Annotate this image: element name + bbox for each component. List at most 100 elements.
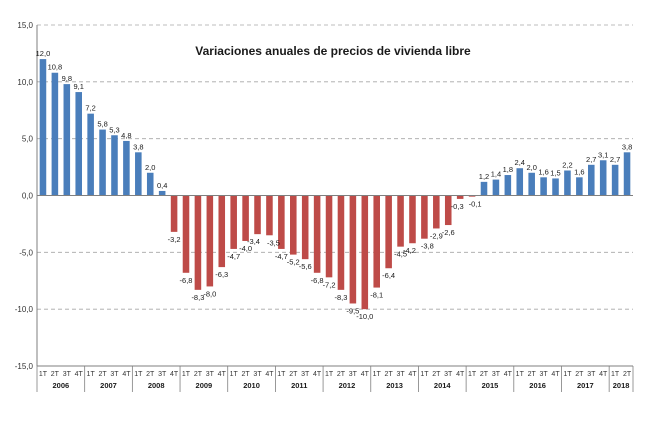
x-tick-label: 2T [528,371,537,378]
data-label: -0,1 [469,200,482,209]
y-tick-label: -15,0 [15,362,34,371]
bar [337,195,345,290]
bar [397,195,404,247]
year-label: 2014 [434,381,452,390]
x-tick-label: 2T [337,371,346,378]
x-tick-label: 2T [146,371,155,378]
bar [111,135,118,196]
data-label: -5,6 [299,262,312,271]
data-label: -5,2 [287,258,300,267]
data-label: -3,2 [168,235,181,244]
x-tick-label: 3T [110,371,119,378]
bar [409,195,416,244]
data-label: -9,5 [346,306,359,315]
bar [230,195,237,249]
data-label: -4,0 [239,244,252,253]
y-tick-label: -10,0 [15,305,34,314]
year-label: 2017 [577,381,594,390]
data-label: -6,4 [382,271,395,280]
bar [444,195,452,226]
bar [206,195,214,287]
bar [528,172,535,196]
x-tick-label: 2T [575,371,584,378]
bar [361,195,369,310]
data-label: -8,3 [191,293,204,302]
x-tick-label: 3T [349,371,358,378]
x-tick-label: 2T [194,371,203,378]
x-tick-label: 1T [611,371,620,378]
data-label: 7,2 [85,104,95,113]
x-tick-label: 4T [551,371,560,378]
data-label: -4,7 [275,252,288,261]
bar [123,140,130,196]
data-label: 3,8 [133,142,143,151]
data-label: 2,0 [145,163,155,172]
bar [313,195,321,273]
bar [51,72,59,196]
data-label: -4,7 [227,252,240,261]
y-tick-label: -5,0 [19,248,33,257]
data-label: -2,9 [430,231,443,240]
bar [254,195,261,235]
x-tick-label: 3T [492,371,501,378]
x-tick-label: 4T [75,371,84,378]
bar [480,181,488,196]
x-tick-label: 1T [373,371,382,378]
bar [623,152,631,196]
data-label: 2,4 [515,158,525,167]
bar [504,175,512,196]
data-label: -6,8 [311,276,324,285]
data-label: 0,4 [157,181,167,190]
bar [564,170,571,196]
year-label: 2011 [291,381,307,390]
year-label: 2008 [148,381,165,390]
bar [468,195,476,197]
y-tick-label: 0,0 [22,192,34,201]
data-label: 2,7 [610,155,620,164]
x-tick-label: 1T [420,371,429,378]
bar [135,152,142,196]
data-label: 1,5 [550,168,560,177]
bar [492,179,500,196]
x-tick-label: 4T [170,371,179,378]
bar [373,195,380,288]
x-tick-label: 1T [87,371,96,378]
x-tick-label: 3T [540,371,549,378]
bar [194,195,202,290]
data-label: 1,4 [491,170,501,179]
data-label: 1,8 [503,165,513,174]
bar [99,129,106,196]
data-label: 3,8 [622,142,632,151]
data-label: 3,1 [598,150,608,159]
data-label: 2,7 [586,155,596,164]
x-tick-label: 1T [325,371,334,378]
x-tick-label: 4T [599,371,608,378]
bar [218,195,226,268]
bar [516,168,524,196]
bar [242,195,249,241]
x-tick-label: 2T [242,371,251,378]
x-tick-label: 2T [385,371,394,378]
x-tick-label: 3T [63,371,72,378]
bar [182,195,190,273]
data-label: -6,8 [180,276,193,285]
x-tick-label: 2T [289,371,298,378]
x-tick-label: 3T [158,371,167,378]
bar [611,164,619,196]
data-label: 1,6 [574,167,584,176]
x-tick-label: 1T [230,371,239,378]
x-tick-label: 1T [468,371,477,378]
x-tick-label: 4T [456,371,465,378]
data-label: 5,8 [97,120,107,129]
data-label: -3,5 [267,238,280,247]
data-label: 9,8 [62,74,72,83]
data-label: 2,0 [526,163,536,172]
data-label: -3,8 [421,242,434,251]
year-label: 2006 [52,381,69,390]
data-label: -7,2 [323,280,336,289]
bar [278,195,285,249]
year-label: 2012 [339,381,356,390]
year-label: 2009 [196,381,213,390]
data-label: -8,0 [203,289,216,298]
